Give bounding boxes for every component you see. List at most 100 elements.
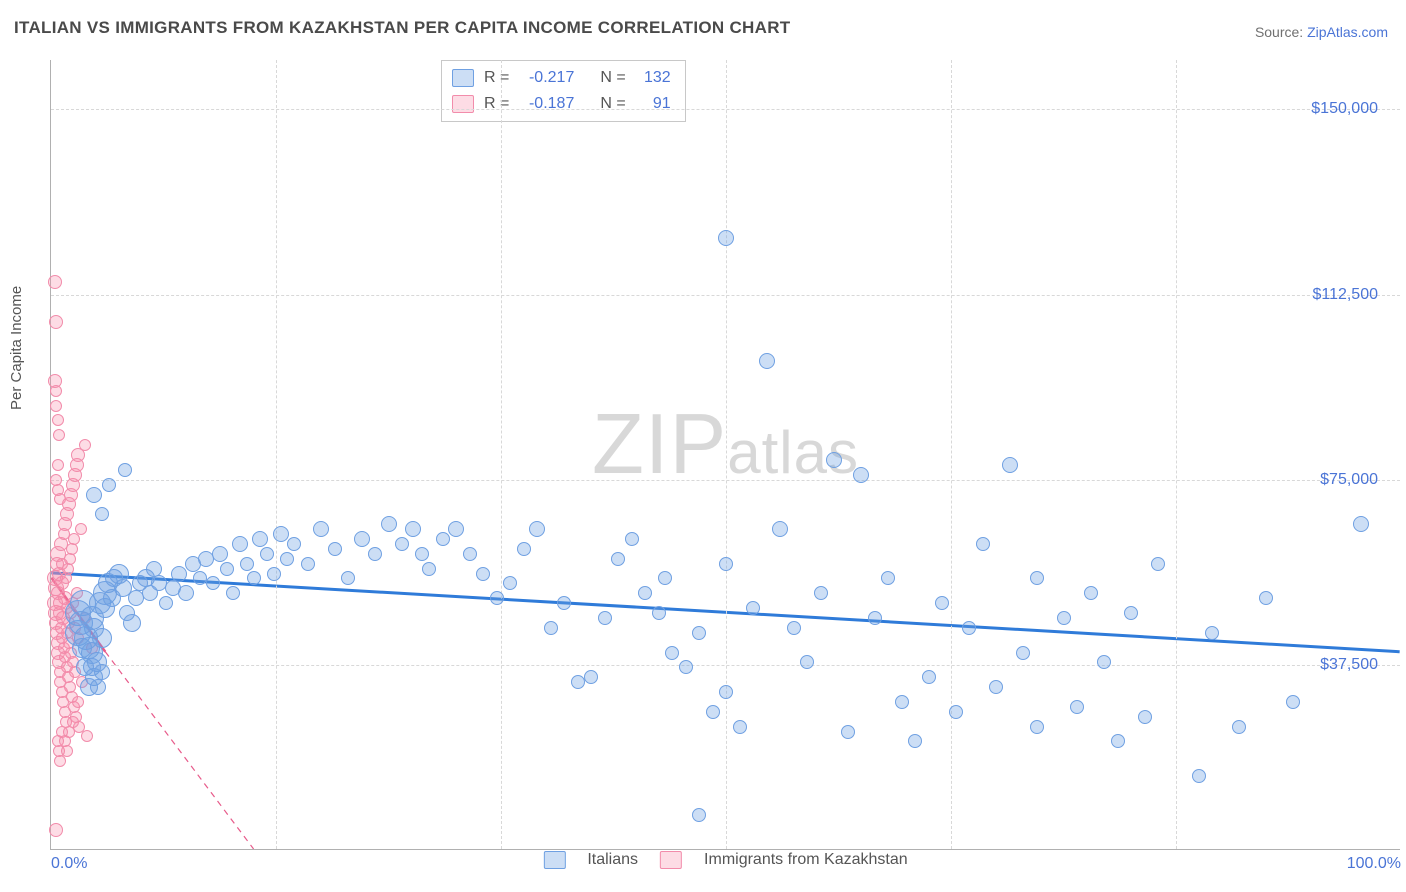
scatter-point-blue (395, 537, 409, 551)
scatter-point-pink (69, 622, 81, 634)
scatter-point-pink (50, 546, 66, 562)
series-label-blue: Italians (587, 851, 638, 869)
scatter-point-pink (53, 606, 67, 620)
scatter-point-pink (64, 553, 76, 565)
scatter-point-blue (692, 808, 706, 822)
scatter-point-pink (52, 655, 66, 669)
scatter-point-blue (422, 562, 436, 576)
scatter-point-pink (54, 493, 66, 505)
scatter-point-blue (114, 579, 132, 597)
gridline-v (276, 60, 277, 849)
source-attribution: Source: ZipAtlas.com (1255, 24, 1388, 40)
scatter-point-blue (881, 571, 895, 585)
scatter-point-pink (57, 696, 69, 708)
scatter-point-pink (55, 576, 69, 590)
scatter-point-pink (66, 543, 78, 555)
scatter-point-blue (692, 626, 706, 640)
scatter-point-pink (59, 735, 71, 747)
scatter-point-blue (658, 571, 672, 585)
scatter-point-blue (76, 658, 94, 676)
scatter-point-pink (68, 701, 80, 713)
scatter-point-blue (132, 575, 148, 591)
scatter-point-pink (52, 567, 66, 581)
scatter-point-blue (84, 618, 104, 638)
scatter-point-pink (51, 646, 65, 660)
scatter-point-blue (1205, 626, 1219, 640)
scatter-point-pink (56, 726, 68, 738)
scatter-point-blue (1151, 557, 1165, 571)
scatter-point-blue (301, 557, 315, 571)
gridline-v (1176, 60, 1177, 849)
scatter-point-blue (922, 670, 936, 684)
scatter-point-pink (62, 671, 74, 683)
scatter-point-blue (1232, 720, 1246, 734)
scatter-point-blue (74, 626, 98, 650)
scatter-point-blue (159, 596, 173, 610)
scatter-point-blue (185, 556, 201, 572)
scatter-point-pink (71, 587, 83, 599)
scatter-point-blue (94, 664, 110, 680)
scatter-point-blue (544, 621, 558, 635)
scatter-point-blue (1138, 710, 1152, 724)
scatter-point-blue (280, 552, 294, 566)
scatter-point-pink (60, 507, 74, 521)
scatter-point-pink (61, 745, 73, 757)
scatter-point-pink (79, 612, 91, 624)
scatter-point-blue (151, 575, 167, 591)
plot-area: ZIPatlas R = -0.217 N = 132 R = -0.187 N… (50, 60, 1400, 850)
scatter-point-pink (76, 676, 88, 688)
scatter-point-blue (165, 580, 181, 596)
scatter-point-blue (868, 611, 882, 625)
scatter-point-blue (206, 576, 220, 590)
scatter-point-blue (652, 606, 666, 620)
scatter-point-blue (895, 695, 909, 709)
scatter-point-pink (50, 626, 64, 640)
scatter-point-blue (1084, 586, 1098, 600)
scatter-point-pink (48, 580, 64, 596)
scatter-point-blue (706, 705, 720, 719)
scatter-point-blue (118, 463, 132, 477)
source-link[interactable]: ZipAtlas.com (1307, 24, 1388, 40)
scatter-point-blue (415, 547, 429, 561)
scatter-point-pink (59, 651, 71, 663)
scatter-point-pink (52, 735, 64, 747)
r-label: R = (484, 69, 509, 87)
y-tick-label: $112,500 (1312, 286, 1378, 304)
scatter-point-pink (50, 400, 62, 412)
scatter-point-pink (72, 696, 84, 708)
scatter-point-pink (49, 823, 63, 837)
scatter-point-blue (787, 621, 801, 635)
scatter-point-blue (70, 590, 96, 616)
scatter-point-blue (95, 598, 115, 618)
gridline-v (726, 60, 727, 849)
scatter-point-blue (137, 569, 155, 587)
scatter-point-blue (1124, 606, 1138, 620)
scatter-point-blue (95, 507, 109, 521)
scatter-point-pink (55, 622, 67, 634)
scatter-point-blue (171, 566, 187, 582)
scatter-point-blue (123, 614, 141, 632)
scatter-point-pink (67, 656, 79, 668)
scatter-point-blue (405, 521, 421, 537)
scatter-point-pink (56, 632, 68, 644)
scatter-point-blue (72, 638, 92, 658)
scatter-point-pink (73, 721, 85, 733)
scatter-point-pink (61, 602, 73, 614)
scatter-point-blue (448, 521, 464, 537)
stats-legend: R = -0.217 N = 132 R = -0.187 N = 91 (441, 60, 686, 122)
scatter-point-pink (52, 484, 64, 496)
scatter-point-pink (48, 374, 62, 388)
scatter-point-blue (89, 592, 111, 614)
scatter-point-blue (598, 611, 612, 625)
scatter-point-pink (70, 458, 84, 472)
scatter-point-blue (381, 516, 397, 532)
scatter-point-blue (85, 668, 103, 686)
scatter-point-blue (313, 521, 329, 537)
scatter-point-blue (65, 620, 91, 646)
scatter-point-pink (63, 726, 75, 738)
scatter-point-blue (328, 542, 342, 556)
scatter-point-pink (63, 617, 75, 629)
scatter-point-pink (54, 666, 66, 678)
stats-row-pink: R = -0.187 N = 91 (452, 91, 671, 117)
scatter-point-pink (60, 716, 72, 728)
